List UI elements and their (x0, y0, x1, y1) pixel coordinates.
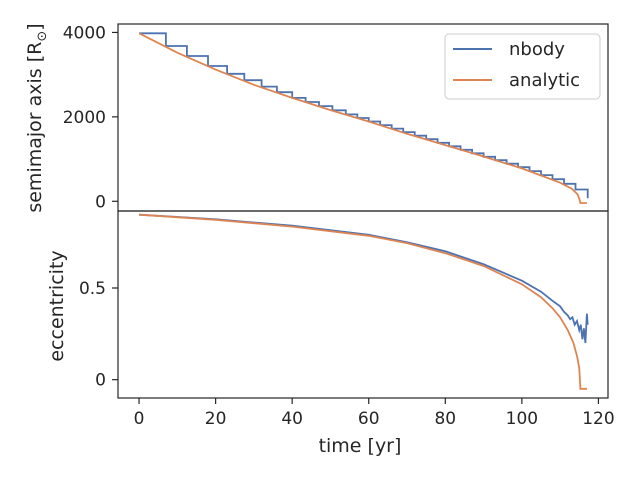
bottom-panel-frame (117, 210, 609, 399)
top-y-axis-label: semimajor axis [R⊙] (24, 23, 50, 212)
top-y-tick-label: 4000 (63, 23, 106, 43)
legend: nbody analytic (444, 33, 601, 100)
bottom-panel: 0 0.5 0 20 40 60 80 100 120 eccentricity time [yr] (46, 210, 615, 457)
legend-label-analytic: analytic (509, 70, 580, 91)
x-tick-label: 40 (281, 409, 303, 429)
nbody-semimajor-line (139, 32, 589, 199)
x-tick-label: 60 (358, 409, 380, 429)
top-y-axis-label-close: ] (24, 23, 46, 30)
legend-label-nbody: nbody (509, 39, 565, 60)
legend-box (444, 33, 601, 100)
analytic-semimajor-line (138, 32, 587, 204)
bottom-y-tick-label: 0.5 (79, 279, 106, 299)
x-tick-label: 100 (506, 409, 538, 429)
x-tick-label: 80 (434, 409, 456, 429)
nbody-eccentricity-line (139, 213, 589, 344)
x-tick-label: 0 (134, 409, 145, 429)
analytic-eccentricity-line (139, 213, 587, 390)
bottom-y-tick-label: 0 (95, 371, 106, 391)
bottom-y-axis-label: eccentricity (46, 250, 68, 361)
top-y-tick-label: 2000 (63, 108, 106, 128)
x-tick-label: 20 (205, 409, 227, 429)
top-y-tick-label: 0 (95, 192, 106, 212)
top-y-axis-label-main: semimajor axis [R (24, 42, 46, 213)
top-y-axis-label-sub: ⊙ (35, 31, 50, 42)
x-tick-label: 120 (582, 409, 614, 429)
x-axis-label: time [yr] (319, 435, 402, 457)
